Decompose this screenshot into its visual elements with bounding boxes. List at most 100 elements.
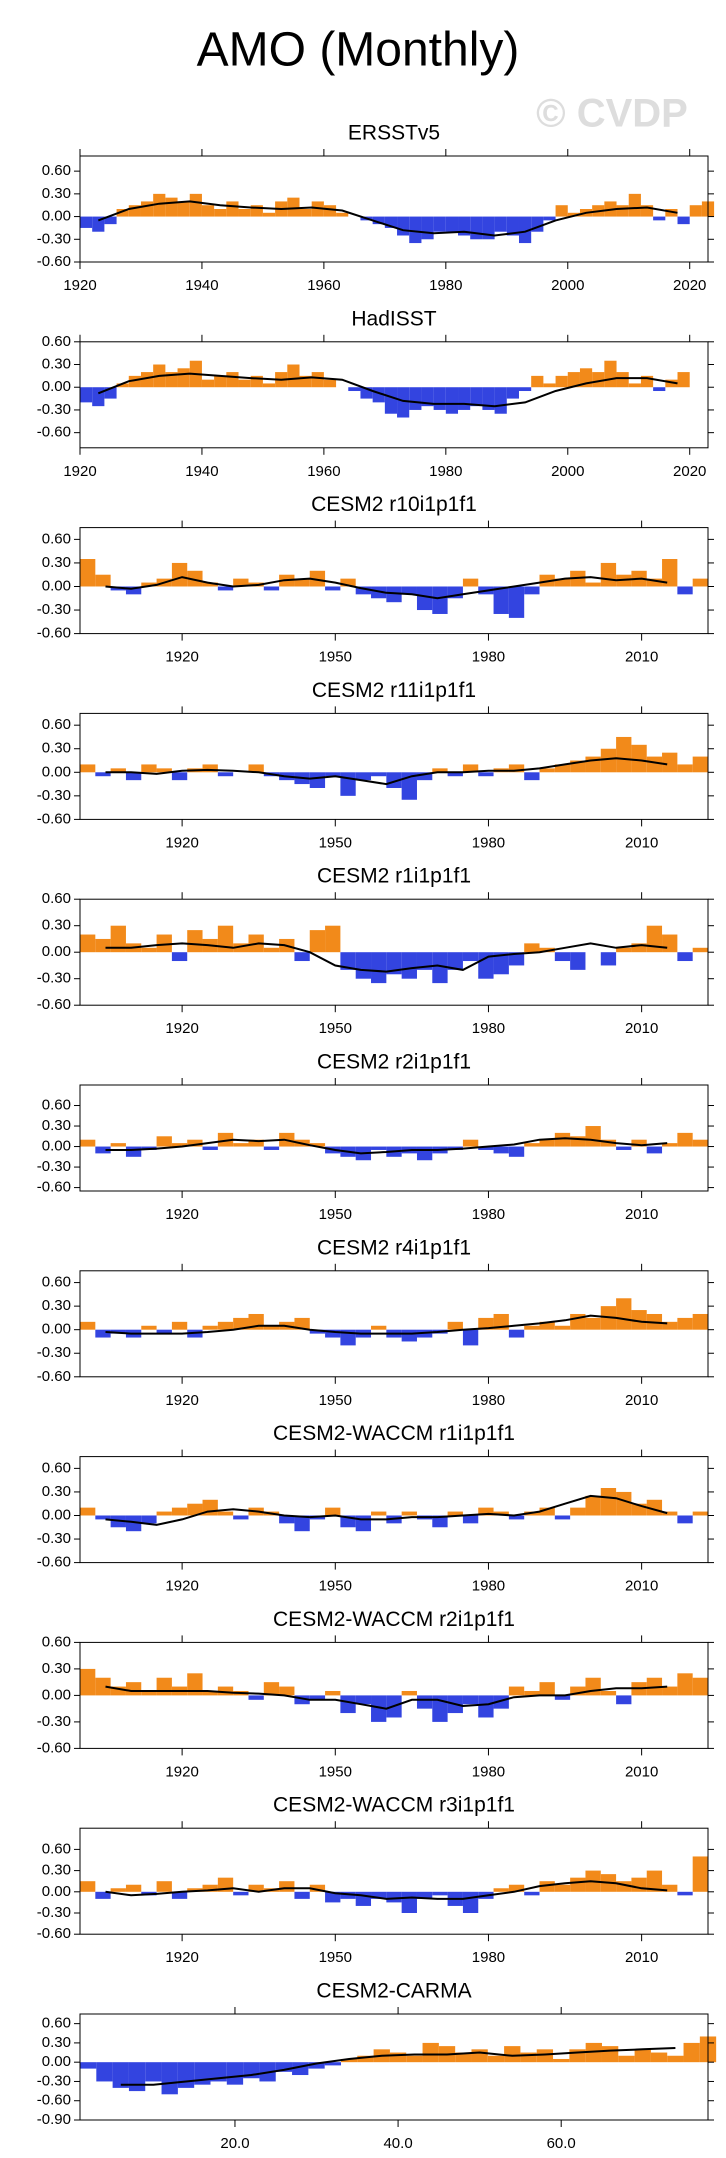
bar xyxy=(662,1143,678,1147)
bar xyxy=(80,1507,96,1516)
bar xyxy=(171,1321,188,1330)
bar xyxy=(662,1321,678,1330)
bar xyxy=(294,1317,310,1330)
y-tick-label: -0.60 xyxy=(37,253,71,270)
bar xyxy=(494,216,507,232)
bar xyxy=(634,2049,651,2063)
bar xyxy=(309,930,326,953)
x-tick-label: 1980 xyxy=(429,277,462,294)
smoothed-line xyxy=(105,576,668,600)
bar xyxy=(554,1132,571,1147)
y-tick-label: -0.60 xyxy=(37,625,71,642)
bar xyxy=(478,772,494,777)
bar xyxy=(141,582,157,587)
bar xyxy=(202,1325,218,1330)
y-tick-label: -0.30 xyxy=(37,230,71,247)
bar xyxy=(493,1888,509,1892)
bar xyxy=(536,2049,554,2063)
bar xyxy=(355,1695,372,1705)
bar xyxy=(616,1146,632,1150)
panel-title: ERSSTv5 xyxy=(348,122,440,145)
bar xyxy=(462,764,479,773)
x-tick-label: 2000 xyxy=(551,277,584,294)
bar xyxy=(233,1317,249,1330)
bar xyxy=(371,1695,387,1722)
bar xyxy=(294,952,310,962)
y-tick-label: 0.30 xyxy=(42,1297,71,1314)
bar xyxy=(433,216,446,232)
bar xyxy=(524,943,540,953)
bar xyxy=(287,197,300,217)
bar xyxy=(110,1329,126,1334)
bar xyxy=(554,1884,571,1892)
bar xyxy=(570,1507,586,1516)
y-tick-label: -0.90 xyxy=(37,2111,71,2128)
bar xyxy=(447,1511,463,1516)
bar xyxy=(531,375,544,388)
bar xyxy=(677,1132,693,1147)
bar xyxy=(401,952,417,979)
bar xyxy=(384,387,398,414)
x-tick-label: 1920 xyxy=(165,1020,198,1037)
smoothed-line xyxy=(105,1880,668,1900)
bar xyxy=(80,559,96,587)
bar xyxy=(401,1511,417,1516)
bar xyxy=(309,1329,326,1334)
bar xyxy=(95,772,111,777)
bar xyxy=(80,1668,96,1696)
x-tick-label: 1950 xyxy=(319,1763,352,1780)
bar xyxy=(140,201,154,217)
bar xyxy=(478,1146,494,1150)
bar xyxy=(470,387,483,407)
y-tick-label: 0.60 xyxy=(42,1459,71,1476)
bar xyxy=(263,947,280,953)
bar xyxy=(677,1673,693,1696)
bar xyxy=(600,1488,617,1516)
y-tick-label: 0.60 xyxy=(42,1096,71,1113)
bar xyxy=(570,1877,586,1892)
bar xyxy=(95,938,111,953)
bar xyxy=(539,1507,555,1516)
panel-title: CESM2 r10i1p1f1 xyxy=(311,493,477,516)
bar xyxy=(248,764,264,773)
bar xyxy=(299,375,312,388)
y-tick-label: -0.30 xyxy=(37,401,71,418)
panel-title: CESM2 r11i1p1f1 xyxy=(312,679,476,702)
y-tick-label: 0.00 xyxy=(42,1506,71,1523)
bar xyxy=(263,1682,280,1696)
bar xyxy=(262,212,276,217)
x-tick-label: 2010 xyxy=(625,649,658,666)
bar xyxy=(250,375,263,388)
bar xyxy=(524,1891,540,1896)
bar xyxy=(616,736,632,773)
bar xyxy=(416,1695,433,1709)
bar xyxy=(432,1515,448,1528)
bar xyxy=(692,578,708,587)
bar xyxy=(355,952,372,979)
bar xyxy=(628,193,641,217)
x-tick-label: 1920 xyxy=(165,834,198,851)
bar xyxy=(462,1891,479,1913)
bar xyxy=(493,1511,509,1516)
bar xyxy=(482,387,495,410)
x-tick-label: 1920 xyxy=(165,649,198,666)
bar xyxy=(585,1495,601,1516)
y-tick-label: -0.60 xyxy=(37,1739,71,1756)
bar xyxy=(421,216,434,240)
bar xyxy=(95,1146,111,1154)
bar xyxy=(340,772,356,796)
bar xyxy=(640,375,654,388)
bar xyxy=(125,1515,142,1532)
bar xyxy=(80,764,96,773)
y-tick-label: 0.00 xyxy=(42,1138,71,1155)
bar xyxy=(506,216,519,236)
bar xyxy=(662,934,678,953)
y-tick-label: -0.60 xyxy=(37,1554,71,1571)
bar xyxy=(156,1881,172,1892)
bar xyxy=(214,209,227,217)
x-tick-label: 20.0 xyxy=(220,2135,249,2152)
bar xyxy=(95,574,111,587)
bar xyxy=(640,205,654,217)
y-tick-label: 0.30 xyxy=(42,740,71,757)
bar xyxy=(165,197,178,217)
